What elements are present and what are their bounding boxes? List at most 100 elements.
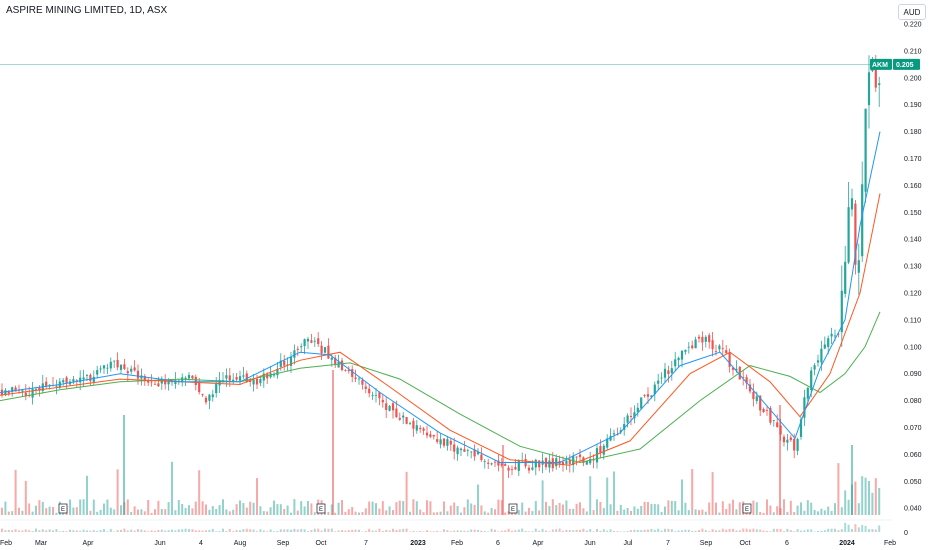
volume-bar <box>150 512 153 515</box>
earnings-marker[interactable]: E <box>742 503 752 514</box>
indicator-bar <box>422 531 425 532</box>
volume-bar <box>657 504 660 515</box>
volume-bar <box>286 505 289 515</box>
candle-body <box>374 394 378 396</box>
volume-bar <box>480 505 483 515</box>
indicator-bar <box>395 529 398 532</box>
indicator-bar <box>256 531 258 532</box>
earnings-label: E <box>61 507 65 513</box>
indicator-bar <box>160 529 163 532</box>
candle-body <box>612 433 616 435</box>
volume-bar <box>670 500 673 515</box>
volume-bar <box>698 510 700 515</box>
volume-bar <box>575 503 578 515</box>
volume-bar <box>395 502 398 515</box>
volume-bar <box>194 501 197 515</box>
earnings-box <box>742 503 752 514</box>
indicator-bar <box>721 528 724 532</box>
candle-body <box>561 462 565 465</box>
candle-body <box>592 459 595 461</box>
indicator-bar <box>630 530 632 532</box>
indicator-bar <box>358 529 360 532</box>
indicator-bar <box>222 528 224 532</box>
candle-body <box>255 378 259 385</box>
candle-body <box>415 425 418 431</box>
candle-body <box>667 370 670 375</box>
volume-bar <box>538 510 541 515</box>
candle-body <box>48 384 51 386</box>
volume-bar <box>694 509 697 515</box>
indicator-bar <box>704 530 707 532</box>
earnings-marker[interactable]: E <box>58 503 68 514</box>
volume-bar <box>415 501 418 515</box>
indicator-bar <box>449 531 452 532</box>
earnings-marker[interactable]: E <box>316 503 326 514</box>
volume-bar <box>381 501 384 515</box>
time-axis[interactable]: Feb Mar Apr Jun 4 Aug Sep Oct 7 2023 Feb 6 Apr Jun Jul… <box>0 540 896 547</box>
indicator-bar <box>517 529 520 532</box>
candle-body <box>850 198 854 210</box>
candle-body <box>293 350 296 358</box>
candle-body <box>381 399 384 403</box>
volume-bar <box>449 505 452 515</box>
time-tick-label: Feb <box>884 540 896 547</box>
candle-body <box>119 364 123 370</box>
candle-body <box>840 290 843 333</box>
volume-bar <box>276 504 279 515</box>
candle-body <box>164 379 167 385</box>
volume-bar <box>769 505 772 515</box>
candle-body <box>432 434 435 437</box>
volume-bar <box>361 512 364 515</box>
earnings-label: E <box>745 507 749 513</box>
indicator-bar <box>392 528 394 532</box>
time-tick-label: Apr <box>533 540 545 547</box>
volume-bar <box>228 511 231 515</box>
earnings-marker[interactable]: E <box>508 503 518 514</box>
candle-body <box>354 377 357 379</box>
indicator-bar <box>133 530 136 532</box>
candle-body <box>687 346 690 348</box>
candle-body <box>636 407 639 413</box>
volume-bar <box>541 480 544 515</box>
candle-body <box>439 439 442 445</box>
indicator-bar <box>500 530 503 532</box>
volume-bar <box>453 502 456 515</box>
volume-bar <box>466 499 469 515</box>
candle-body <box>204 397 208 403</box>
volume-bar <box>347 509 350 515</box>
volume-bar <box>517 509 520 515</box>
price-axis[interactable]: 0.220 0.210 0.200 0.190 0.180 0.170 0.160 0.150… <box>904 22 922 538</box>
volume-bar <box>31 511 34 515</box>
earnings-label: E <box>511 507 515 513</box>
indicator-bar <box>623 531 626 532</box>
indicator-bar <box>473 529 476 532</box>
indicator-bar <box>759 529 762 532</box>
volume-bar <box>245 507 248 515</box>
candle-body <box>289 357 293 366</box>
candle-body <box>65 377 68 383</box>
candle-body <box>361 380 364 385</box>
volume-bar <box>494 509 496 515</box>
price-tick-label: 0.160 <box>904 183 922 190</box>
candle-body <box>113 360 116 362</box>
candle-body <box>623 424 626 430</box>
indicator-bar <box>388 530 391 532</box>
candle-body <box>153 383 157 385</box>
volume-bar <box>143 511 146 515</box>
candle-body <box>476 452 480 455</box>
candle-body <box>402 415 405 418</box>
candle-body <box>408 423 412 424</box>
indicator-bar <box>191 529 194 532</box>
price-tick-label: 0.060 <box>904 452 922 459</box>
indicator-bar <box>847 524 850 532</box>
candle-body <box>238 376 242 381</box>
currency-button[interactable]: AUD <box>898 4 926 20</box>
candle-body <box>585 460 588 465</box>
indicator-bar <box>640 530 643 532</box>
indicator-bar <box>45 530 48 532</box>
candle-body <box>466 450 469 452</box>
indicator-bar <box>555 529 558 532</box>
candles <box>0 54 881 478</box>
